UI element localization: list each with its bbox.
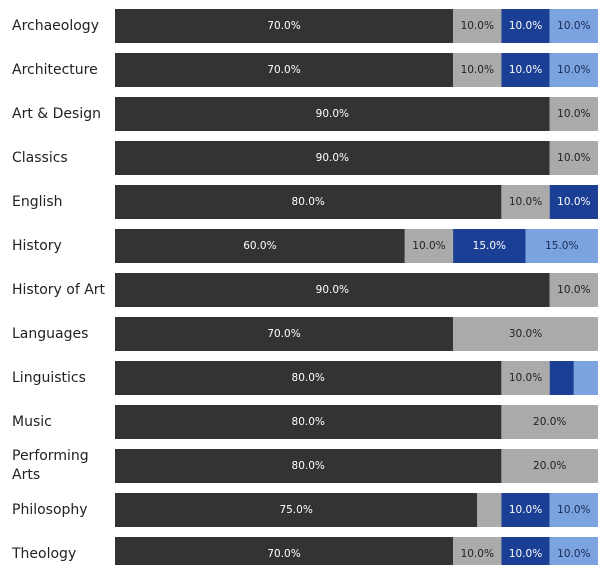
bar-segment: [453, 53, 502, 87]
value-label: 70.0%: [267, 548, 300, 560]
category-label: Classics: [12, 149, 68, 166]
bar-segment: [501, 53, 550, 87]
value-label: 10.0%: [557, 20, 590, 32]
bar-segment: [549, 141, 598, 175]
bar-segment: [501, 449, 598, 483]
value-label: 10.0%: [509, 504, 542, 516]
category-label: Music: [12, 413, 52, 430]
bar-segment: [453, 537, 502, 565]
category-label: Archaeology: [12, 17, 99, 34]
value-label: 20.0%: [533, 416, 566, 428]
bar-segment: [115, 97, 550, 131]
category-label: English: [12, 193, 63, 210]
value-label: 80.0%: [292, 196, 325, 208]
bar-segment: [549, 493, 598, 527]
bar-segment: [501, 361, 550, 395]
value-label: 90.0%: [316, 284, 349, 296]
bar-segment: [115, 9, 454, 43]
category-label: History: [12, 237, 62, 254]
category-label: Art & Design: [12, 105, 101, 122]
value-label: 10.0%: [557, 152, 590, 164]
value-label: 10.0%: [461, 64, 494, 76]
bar-segment: [501, 493, 550, 527]
value-label: 10.0%: [412, 240, 445, 252]
bar-segment: [501, 185, 550, 219]
value-label: 10.0%: [509, 196, 542, 208]
category-label: History of Art: [12, 281, 106, 298]
bar-segment: [115, 317, 454, 351]
value-label: 10.0%: [461, 20, 494, 32]
value-label: 10.0%: [557, 108, 590, 120]
bar-segment: [453, 9, 502, 43]
value-label: 70.0%: [267, 20, 300, 32]
value-label: 10.0%: [557, 196, 590, 208]
value-label: 10.0%: [557, 548, 590, 560]
bar-segment: [501, 537, 550, 565]
category-label: Linguistics: [12, 369, 86, 386]
bar-segment: [501, 405, 598, 439]
value-label: 90.0%: [316, 152, 349, 164]
value-label: 80.0%: [292, 372, 325, 384]
bar-segment: [453, 229, 526, 263]
value-label: 10.0%: [557, 504, 590, 516]
bar-segment: [549, 185, 598, 219]
bar-segment: [115, 141, 550, 175]
bar-segment: [525, 229, 598, 263]
bar-segment: [115, 493, 478, 527]
value-label: 75.0%: [279, 504, 312, 516]
bar-segment: [404, 229, 454, 263]
value-label: 30.0%: [509, 328, 542, 340]
bar-segment: [501, 9, 550, 43]
bar-segment: [115, 449, 502, 483]
bar-segment: [549, 537, 598, 565]
value-label: 10.0%: [557, 64, 590, 76]
value-label: 15.0%: [473, 240, 506, 252]
value-label: 10.0%: [509, 548, 542, 560]
category-label: Philosophy: [12, 501, 88, 518]
value-label: 60.0%: [243, 240, 276, 252]
category-label: Languages: [12, 325, 89, 342]
bar-segment: [549, 361, 574, 395]
bar-segment: [549, 9, 598, 43]
bar-segment: [115, 405, 502, 439]
bar-segment: [573, 361, 598, 395]
bar-segment: [115, 273, 550, 307]
value-label: 20.0%: [533, 460, 566, 472]
value-label: 70.0%: [267, 328, 300, 340]
bar-segment: [549, 273, 598, 307]
bar-segment: [453, 317, 598, 351]
value-label: 10.0%: [461, 548, 494, 560]
value-label: 80.0%: [292, 460, 325, 472]
bar-segment: [549, 97, 598, 131]
value-label: 70.0%: [267, 64, 300, 76]
bar-segment: [115, 229, 405, 263]
bar-segment: [115, 537, 454, 565]
value-label: 10.0%: [509, 64, 542, 76]
value-label: 80.0%: [292, 416, 325, 428]
value-label: 15.0%: [545, 240, 578, 252]
bar-segment: [115, 53, 454, 87]
category-label: Architecture: [12, 61, 98, 78]
value-label: 10.0%: [557, 284, 590, 296]
value-label: 10.0%: [509, 20, 542, 32]
bar-segment: [549, 53, 598, 87]
value-label: 90.0%: [316, 108, 349, 120]
bar-segment: [477, 493, 502, 527]
category-label: Theology: [12, 545, 77, 562]
value-label: 10.0%: [509, 372, 542, 384]
bar-segment: [115, 361, 502, 395]
bar-segment: [115, 185, 502, 219]
category-label: Performing Arts: [12, 448, 89, 483]
